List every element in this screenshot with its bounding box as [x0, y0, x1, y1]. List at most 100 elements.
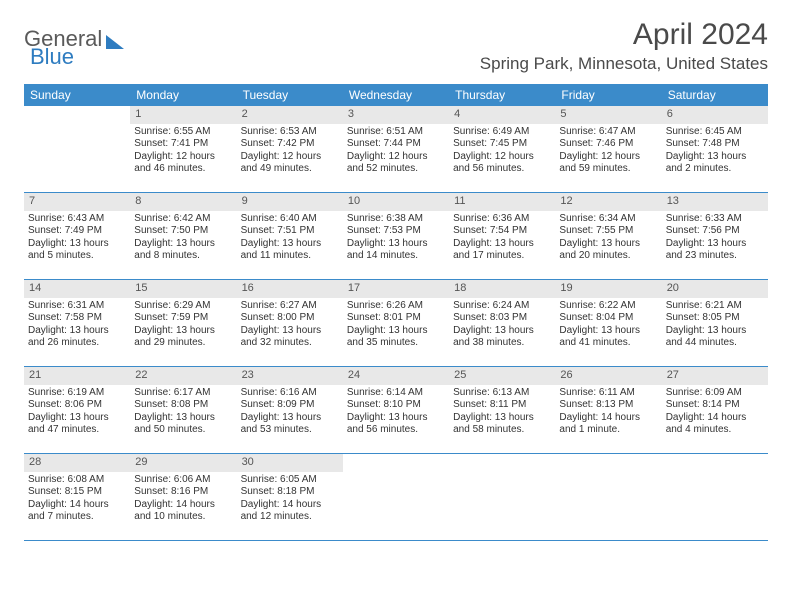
- daylight-text: Daylight: 12 hours and 49 minutes.: [241, 151, 339, 176]
- daylight-text: Daylight: 13 hours and 23 minutes.: [666, 238, 764, 263]
- sunrise-text: Sunrise: 6:31 AM: [28, 300, 126, 313]
- day-number: 17: [343, 280, 449, 298]
- sunset-text: Sunset: 7:46 PM: [559, 138, 657, 151]
- sunset-text: Sunset: 8:14 PM: [666, 399, 764, 412]
- sunset-text: Sunset: 7:48 PM: [666, 138, 764, 151]
- sunrise-text: Sunrise: 6:09 AM: [666, 387, 764, 400]
- day-body: Sunrise: 6:31 AMSunset: 7:58 PMDaylight:…: [24, 298, 130, 354]
- weekday-header: Wednesday: [343, 84, 449, 106]
- day-number: 23: [237, 367, 343, 385]
- sunset-text: Sunset: 7:59 PM: [134, 312, 232, 325]
- logo-text-blue: Blue: [30, 44, 74, 70]
- sunrise-text: Sunrise: 6:24 AM: [453, 300, 551, 313]
- sunrise-text: Sunrise: 6:53 AM: [241, 126, 339, 139]
- sunrise-text: Sunrise: 6:47 AM: [559, 126, 657, 139]
- daylight-text: Daylight: 12 hours and 59 minutes.: [559, 151, 657, 176]
- daylight-text: Daylight: 14 hours and 7 minutes.: [28, 499, 126, 524]
- sunset-text: Sunset: 7:50 PM: [134, 225, 232, 238]
- weekday-header: Sunday: [24, 84, 130, 106]
- sunset-text: Sunset: 7:51 PM: [241, 225, 339, 238]
- daylight-text: Daylight: 13 hours and 26 minutes.: [28, 325, 126, 350]
- day-number: 2: [237, 106, 343, 124]
- day-cell: 17Sunrise: 6:26 AMSunset: 8:01 PMDayligh…: [343, 280, 449, 366]
- day-body: Sunrise: 6:40 AMSunset: 7:51 PMDaylight:…: [237, 211, 343, 267]
- sunset-text: Sunset: 7:54 PM: [453, 225, 551, 238]
- day-body: Sunrise: 6:38 AMSunset: 7:53 PMDaylight:…: [343, 211, 449, 267]
- month-title: April 2024: [480, 18, 768, 52]
- sunset-text: Sunset: 8:00 PM: [241, 312, 339, 325]
- day-number: 30: [237, 454, 343, 472]
- sunset-text: Sunset: 7:45 PM: [453, 138, 551, 151]
- day-body: Sunrise: 6:43 AMSunset: 7:49 PMDaylight:…: [24, 211, 130, 267]
- day-cell: 7Sunrise: 6:43 AMSunset: 7:49 PMDaylight…: [24, 193, 130, 279]
- day-cell: 22Sunrise: 6:17 AMSunset: 8:08 PMDayligh…: [130, 367, 236, 453]
- daylight-text: Daylight: 13 hours and 5 minutes.: [28, 238, 126, 263]
- day-cell: 18Sunrise: 6:24 AMSunset: 8:03 PMDayligh…: [449, 280, 555, 366]
- day-number: 6: [662, 106, 768, 124]
- day-cell: [24, 106, 130, 192]
- location-label: Spring Park, Minnesota, United States: [480, 54, 768, 74]
- day-body: Sunrise: 6:53 AMSunset: 7:42 PMDaylight:…: [237, 124, 343, 180]
- day-number: 10: [343, 193, 449, 211]
- daylight-text: Daylight: 13 hours and 38 minutes.: [453, 325, 551, 350]
- week-row: 7Sunrise: 6:43 AMSunset: 7:49 PMDaylight…: [24, 193, 768, 280]
- day-cell: [555, 454, 661, 540]
- sunset-text: Sunset: 7:58 PM: [28, 312, 126, 325]
- day-number: 3: [343, 106, 449, 124]
- day-cell: 29Sunrise: 6:06 AMSunset: 8:16 PMDayligh…: [130, 454, 236, 540]
- day-cell: 23Sunrise: 6:16 AMSunset: 8:09 PMDayligh…: [237, 367, 343, 453]
- day-body: Sunrise: 6:08 AMSunset: 8:15 PMDaylight:…: [24, 472, 130, 528]
- day-cell: [343, 454, 449, 540]
- day-number: 14: [24, 280, 130, 298]
- sunset-text: Sunset: 8:05 PM: [666, 312, 764, 325]
- day-number: 19: [555, 280, 661, 298]
- daylight-text: Daylight: 13 hours and 29 minutes.: [134, 325, 232, 350]
- sunrise-text: Sunrise: 6:19 AM: [28, 387, 126, 400]
- sunrise-text: Sunrise: 6:13 AM: [453, 387, 551, 400]
- weekday-header: Saturday: [662, 84, 768, 106]
- sunrise-text: Sunrise: 6:42 AM: [134, 213, 232, 226]
- sunrise-text: Sunrise: 6:38 AM: [347, 213, 445, 226]
- day-number: 13: [662, 193, 768, 211]
- day-number: 12: [555, 193, 661, 211]
- day-number: 26: [555, 367, 661, 385]
- day-cell: 5Sunrise: 6:47 AMSunset: 7:46 PMDaylight…: [555, 106, 661, 192]
- daylight-text: Daylight: 13 hours and 32 minutes.: [241, 325, 339, 350]
- day-cell: 25Sunrise: 6:13 AMSunset: 8:11 PMDayligh…: [449, 367, 555, 453]
- day-body: Sunrise: 6:42 AMSunset: 7:50 PMDaylight:…: [130, 211, 236, 267]
- sunset-text: Sunset: 8:01 PM: [347, 312, 445, 325]
- day-cell: 11Sunrise: 6:36 AMSunset: 7:54 PMDayligh…: [449, 193, 555, 279]
- sunset-text: Sunset: 8:06 PM: [28, 399, 126, 412]
- sunset-text: Sunset: 8:16 PM: [134, 486, 232, 499]
- day-number: 22: [130, 367, 236, 385]
- day-body: Sunrise: 6:45 AMSunset: 7:48 PMDaylight:…: [662, 124, 768, 180]
- sunset-text: Sunset: 8:11 PM: [453, 399, 551, 412]
- daylight-text: Daylight: 12 hours and 46 minutes.: [134, 151, 232, 176]
- daylight-text: Daylight: 14 hours and 1 minute.: [559, 412, 657, 437]
- day-cell: 3Sunrise: 6:51 AMSunset: 7:44 PMDaylight…: [343, 106, 449, 192]
- sunset-text: Sunset: 8:09 PM: [241, 399, 339, 412]
- weekday-header: Thursday: [449, 84, 555, 106]
- sunrise-text: Sunrise: 6:14 AM: [347, 387, 445, 400]
- day-cell: 28Sunrise: 6:08 AMSunset: 8:15 PMDayligh…: [24, 454, 130, 540]
- day-cell: 12Sunrise: 6:34 AMSunset: 7:55 PMDayligh…: [555, 193, 661, 279]
- day-body: Sunrise: 6:26 AMSunset: 8:01 PMDaylight:…: [343, 298, 449, 354]
- day-body: Sunrise: 6:24 AMSunset: 8:03 PMDaylight:…: [449, 298, 555, 354]
- sunset-text: Sunset: 7:41 PM: [134, 138, 232, 151]
- sunrise-text: Sunrise: 6:08 AM: [28, 474, 126, 487]
- day-number: 16: [237, 280, 343, 298]
- day-body: Sunrise: 6:22 AMSunset: 8:04 PMDaylight:…: [555, 298, 661, 354]
- day-number: 4: [449, 106, 555, 124]
- day-body: Sunrise: 6:14 AMSunset: 8:10 PMDaylight:…: [343, 385, 449, 441]
- day-body: Sunrise: 6:36 AMSunset: 7:54 PMDaylight:…: [449, 211, 555, 267]
- day-cell: 4Sunrise: 6:49 AMSunset: 7:45 PMDaylight…: [449, 106, 555, 192]
- day-body: Sunrise: 6:21 AMSunset: 8:05 PMDaylight:…: [662, 298, 768, 354]
- day-cell: 24Sunrise: 6:14 AMSunset: 8:10 PMDayligh…: [343, 367, 449, 453]
- sunset-text: Sunset: 7:49 PM: [28, 225, 126, 238]
- day-cell: 1Sunrise: 6:55 AMSunset: 7:41 PMDaylight…: [130, 106, 236, 192]
- day-cell: 9Sunrise: 6:40 AMSunset: 7:51 PMDaylight…: [237, 193, 343, 279]
- day-cell: 14Sunrise: 6:31 AMSunset: 7:58 PMDayligh…: [24, 280, 130, 366]
- day-number: 1: [130, 106, 236, 124]
- week-row: 1Sunrise: 6:55 AMSunset: 7:41 PMDaylight…: [24, 106, 768, 193]
- week-row: 14Sunrise: 6:31 AMSunset: 7:58 PMDayligh…: [24, 280, 768, 367]
